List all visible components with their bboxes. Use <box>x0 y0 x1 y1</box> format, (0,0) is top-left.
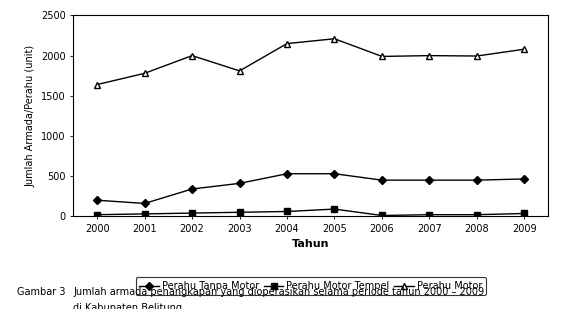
Text: Jumlah armada penangkapan yang dioperasikan selama periode tahun 2000 – 2009: Jumlah armada penangkapan yang dioperasi… <box>73 287 485 297</box>
Text: di Kabupaten Belitung: di Kabupaten Belitung <box>73 303 182 309</box>
Legend: Perahu Tanpa Motor, Perahu Motor Tempel, Perahu Motor: Perahu Tanpa Motor, Perahu Motor Tempel,… <box>136 277 486 295</box>
X-axis label: Tahun: Tahun <box>292 239 329 249</box>
Text: Gambar 3: Gambar 3 <box>17 287 66 297</box>
Y-axis label: Jumlah Armada/Perahu (unit): Jumlah Armada/Perahu (unit) <box>25 45 36 187</box>
